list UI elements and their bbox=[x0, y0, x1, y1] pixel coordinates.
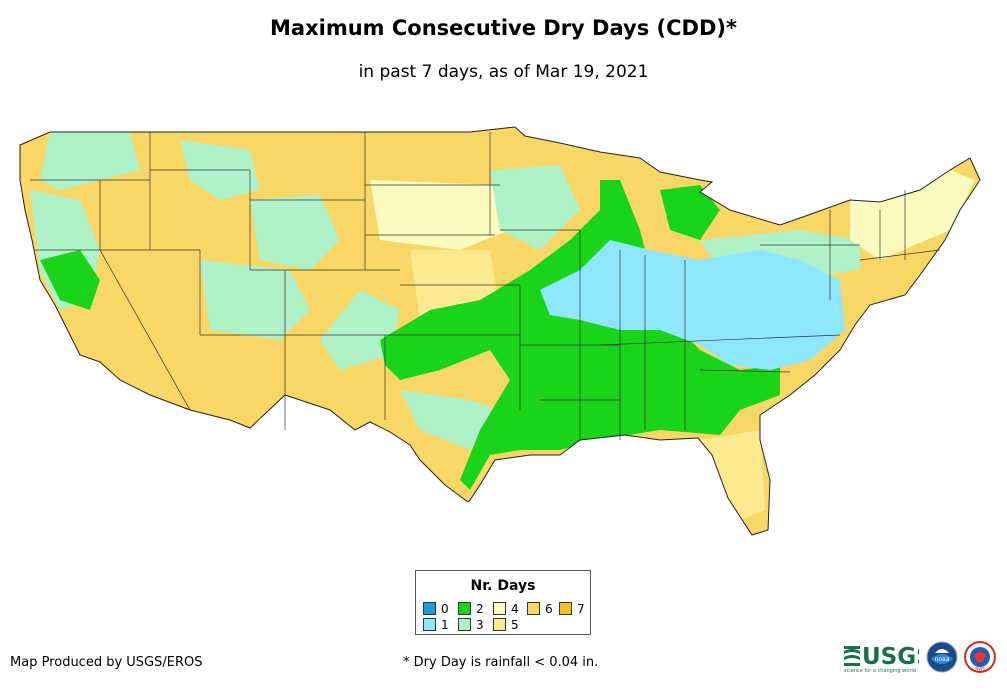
region-nm-east bbox=[320, 290, 400, 370]
legend-swatch-0 bbox=[423, 602, 436, 615]
legend-label-1: 1 bbox=[441, 618, 449, 632]
noaa-text: noaa bbox=[935, 656, 950, 663]
legend-swatch-1 bbox=[423, 618, 436, 631]
usgs-logo: USGS science for a changing world bbox=[844, 644, 919, 674]
legend-swatch-6 bbox=[527, 602, 540, 615]
legend-item-5: 5 bbox=[493, 618, 519, 632]
legend-label-7: 7 bbox=[577, 602, 585, 616]
legend: Nr. Days 0 1 2 3 4 5 6 7 bbox=[415, 570, 591, 635]
legend-item-2: 2 bbox=[458, 602, 484, 616]
usgs-wordmark: USGS bbox=[862, 644, 919, 670]
dry-day-footnote: * Dry Day is rainfall < 0.04 in. bbox=[403, 655, 599, 670]
usgs-wave-icon bbox=[844, 646, 860, 666]
legend-label-2: 2 bbox=[476, 602, 484, 616]
legend-label-5: 5 bbox=[511, 618, 519, 632]
legend-label-4: 4 bbox=[511, 602, 519, 616]
map-subtitle: in past 7 days, as of Mar 19, 2021 bbox=[358, 62, 649, 82]
legend-label-3: 3 bbox=[476, 618, 484, 632]
map-fill bbox=[20, 127, 980, 535]
map-title: Maximum Consecutive Dry Days (CDD)* bbox=[270, 16, 737, 40]
region-wyoming bbox=[250, 195, 340, 270]
map-credit: Map Produced by USGS/EROS bbox=[10, 655, 203, 670]
legend-item-0: 0 bbox=[423, 602, 449, 616]
region-pacific-nw bbox=[40, 132, 140, 190]
region-michigan bbox=[660, 185, 720, 240]
region-sd-ne bbox=[370, 180, 510, 250]
region-florida bbox=[700, 430, 765, 520]
legend-swatch-3 bbox=[458, 618, 471, 631]
legend-item-4: 4 bbox=[493, 602, 519, 616]
legend-swatch-2 bbox=[458, 602, 471, 615]
noaa-logo: noaa bbox=[926, 641, 958, 673]
legend-item-1: 1 bbox=[423, 618, 449, 632]
nws-text: NWS bbox=[975, 667, 985, 672]
region-sierra bbox=[40, 250, 100, 310]
state-borders bbox=[30, 132, 941, 440]
legend-title: Nr. Days bbox=[470, 578, 536, 594]
region-1day-ohio-valley bbox=[540, 240, 845, 370]
region-iowa-mn bbox=[490, 165, 580, 250]
legend-item-3: 3 bbox=[458, 618, 484, 632]
nws-logo: NWS bbox=[964, 641, 996, 673]
us-cdd-map bbox=[19, 126, 981, 536]
legend-label-6: 6 bbox=[545, 602, 553, 616]
legend-swatch-4 bbox=[493, 602, 506, 615]
region-utah-colorado bbox=[200, 260, 310, 340]
region-central-texas bbox=[400, 390, 500, 450]
legend-label-0: 0 bbox=[441, 602, 449, 616]
legend-swatch-7 bbox=[559, 602, 572, 615]
legend-item-7: 7 bbox=[559, 602, 585, 616]
usgs-tagline: science for a changing world bbox=[844, 668, 916, 674]
legend-swatch-5 bbox=[493, 618, 506, 631]
legend-item-6: 6 bbox=[527, 602, 553, 616]
